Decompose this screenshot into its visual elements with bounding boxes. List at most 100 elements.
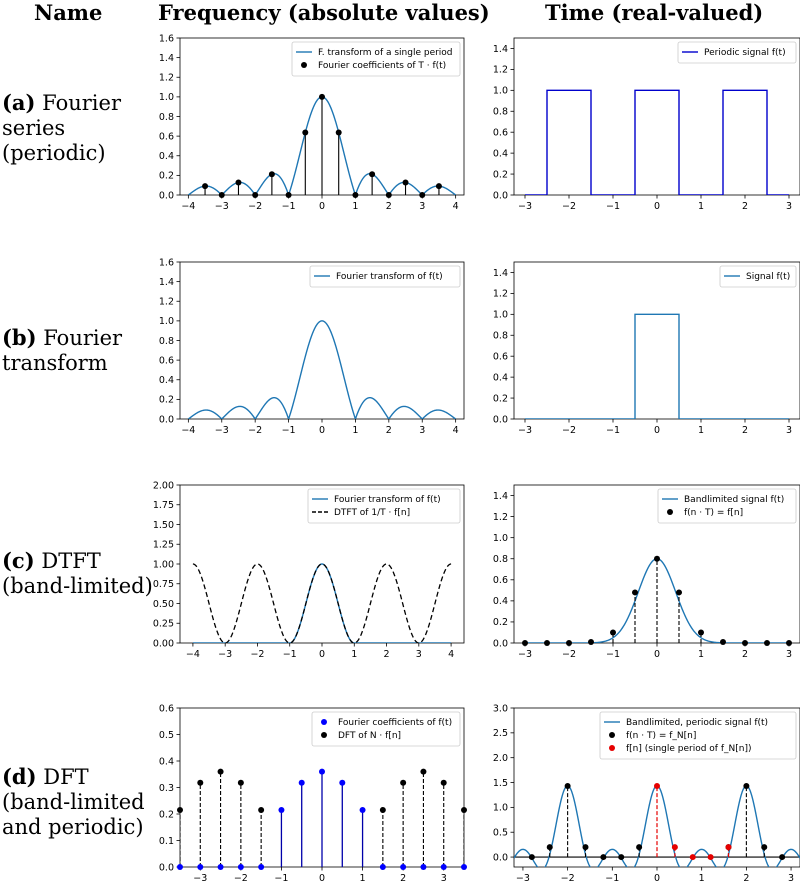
x-tick-label: −2	[234, 873, 248, 881]
legend-box	[311, 711, 461, 747]
x-tick-label: 2	[743, 873, 749, 881]
zero-coefficient-marker	[440, 864, 447, 870]
x-tick-label: 2	[742, 649, 748, 660]
dft-marker	[420, 768, 427, 775]
coefficient-marker	[339, 779, 346, 786]
plot-area	[514, 785, 800, 867]
coefficient-marker	[278, 807, 285, 814]
y-tick-label: 1.0	[493, 803, 508, 814]
x-tick-label: −2	[562, 201, 576, 212]
red-sample-marker	[689, 854, 696, 861]
x-tick-label: 4	[453, 201, 459, 212]
sample-marker	[636, 844, 643, 851]
y-tick-label: 2.00	[153, 480, 174, 491]
sample-marker	[588, 638, 594, 645]
sample-marker	[742, 640, 748, 646]
y-tick-label: 3.0	[493, 703, 508, 714]
red-sample-marker	[671, 844, 678, 851]
y-tick-label: 1.2	[493, 289, 508, 300]
y-tick-label: 0.8	[493, 554, 508, 565]
x-tick-label: 0	[319, 649, 325, 660]
coefficient-marker	[352, 192, 359, 198]
transform-curve	[192, 563, 452, 643]
plot-area	[180, 771, 464, 867]
y-tick-label: 1.00	[153, 559, 174, 570]
coefficient-marker	[202, 183, 209, 190]
chart-c-freq: 0.00 0.25 0.50 0.75 1.00 1.25 1.50 1.75 2.00 −4 −3…	[153, 480, 465, 660]
coefficient-marker	[335, 129, 342, 136]
sample-marker	[698, 629, 704, 636]
zero-coefficient-marker	[461, 864, 467, 870]
x-tick-label: 4	[453, 425, 459, 436]
y-tick-label: 0.2	[159, 809, 174, 820]
header-time: Time (real-valued)	[545, 0, 764, 25]
coefficient-marker	[385, 192, 392, 198]
y-tick-label: 0.8	[159, 112, 174, 123]
sample-marker	[546, 844, 553, 851]
y-tick-label: 0.2	[493, 617, 508, 628]
x-tick-label: 3	[786, 649, 792, 660]
x-tick-label: −3	[193, 873, 207, 881]
y-tick-label: 0.8	[493, 107, 508, 118]
y-tick-label: 0.50	[153, 599, 174, 610]
legend-label: Fourier coefficients of f(t)	[338, 718, 452, 728]
x-tick-label: 4	[448, 649, 454, 660]
transform-curve	[187, 320, 457, 419]
plot-area	[192, 563, 452, 643]
coefficient-marker	[218, 192, 225, 198]
x-tick-label: −2	[248, 425, 262, 436]
sample-marker	[720, 638, 726, 645]
zero-coefficient-marker	[258, 864, 265, 870]
y-tick-label: 0.0	[159, 190, 174, 201]
x-tick-label: 1	[699, 873, 705, 881]
y-tick-label: 1.4	[493, 44, 508, 55]
row-label-d: (d) DFT (band-limited and periodic)	[2, 764, 145, 839]
coefficient-marker	[359, 807, 366, 814]
dft-marker	[197, 779, 204, 786]
x-tick-label: −3	[518, 649, 532, 660]
y-tick-label: 0.4	[159, 375, 174, 386]
y-tick-label: 0.6	[159, 703, 174, 714]
legend-box	[309, 265, 461, 288]
x-tick-label: 1	[352, 425, 358, 436]
y-tick-label: 0.4	[493, 148, 508, 159]
plot-area	[187, 320, 457, 419]
legend-box	[599, 711, 797, 760]
chart-d-freq: 0.0 0.1 0.2 0.3 0.4 0.5 0.6 −3 −2 −1 0 1 2 3 Fourier c…	[159, 703, 467, 881]
y-tick-label: 0.6	[493, 575, 508, 586]
sample-marker	[528, 854, 535, 861]
row-label-a: (a) Fourier series (periodic)	[2, 90, 121, 165]
y-tick-label: 0.0	[159, 862, 174, 873]
y-tick-label: 0.4	[493, 596, 508, 607]
y-tick-label: 0.5	[159, 730, 174, 741]
coefficient-marker	[298, 779, 305, 786]
sample-marker	[564, 783, 571, 790]
sample-marker	[582, 844, 589, 851]
legend-label: Fourier transform of f(t)	[336, 272, 443, 282]
y-tick-label: 1.50	[153, 520, 174, 531]
x-tick-label: 3	[441, 873, 447, 881]
legend-label: Fourier transform of f(t)	[334, 495, 441, 505]
y-tick-label: 1.2	[159, 297, 174, 308]
sample-marker	[618, 854, 625, 861]
x-tick-label: −3	[516, 873, 530, 881]
y-tick-label: 0.0	[493, 414, 508, 425]
coefficient-marker	[302, 129, 309, 136]
dft-marker	[258, 807, 265, 814]
y-tick-label: 0.6	[159, 131, 174, 142]
legend-label: F. transform of a single period	[318, 48, 453, 58]
y-tick-label: 1.4	[493, 491, 508, 502]
chart-a-time: 0.0 0.2 0.4 0.6 0.8 1.0 1.2 1.4 −3 −2 −1 0 1 2 3 Period…	[493, 37, 800, 212]
legend-box	[657, 488, 797, 524]
x-tick-label: 2	[400, 873, 406, 881]
x-tick-label: −3	[518, 425, 532, 436]
sample-marker	[522, 640, 528, 646]
legend-marker	[301, 62, 307, 68]
plot-area	[525, 313, 789, 419]
y-tick-label: 0.6	[493, 352, 508, 363]
x-tick-label: 0	[654, 649, 660, 660]
coefficient-marker	[402, 179, 409, 186]
sample-marker	[676, 589, 682, 596]
y-tick-label: 0.4	[159, 151, 174, 162]
legend-marker	[321, 732, 327, 738]
